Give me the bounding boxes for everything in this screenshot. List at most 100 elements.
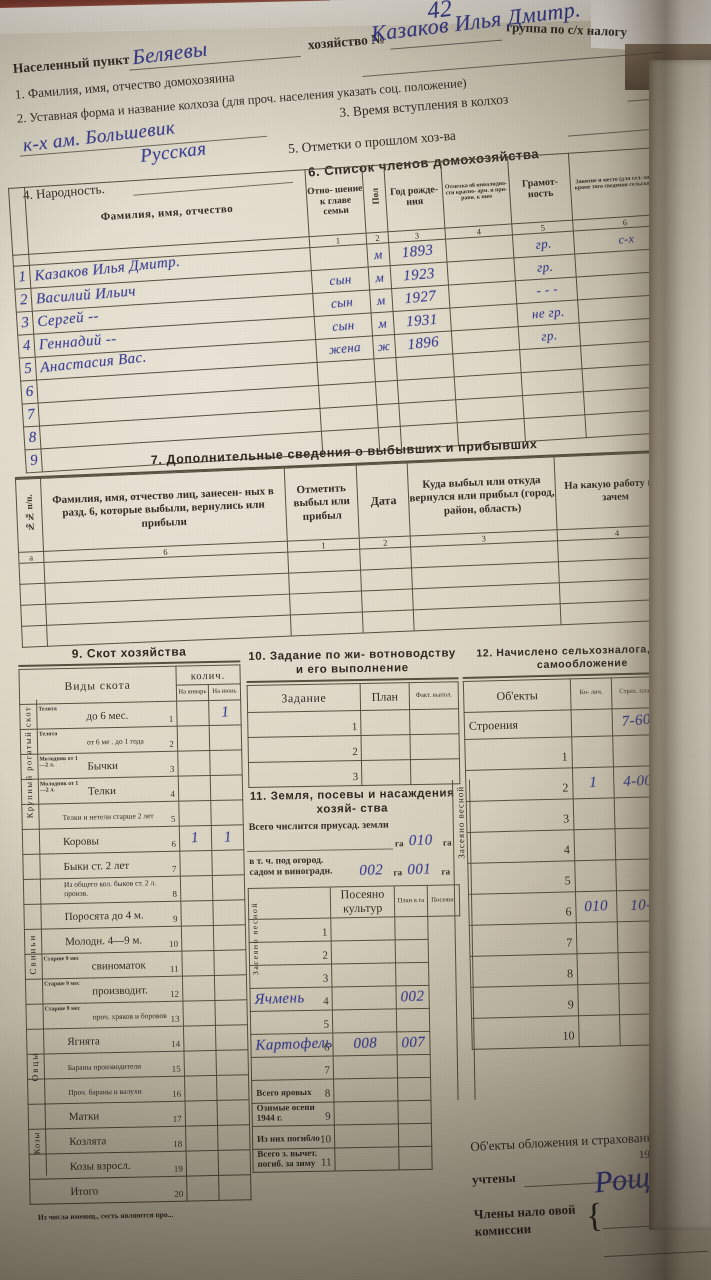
member-birth-year[interactable]: 1931 <box>405 311 439 331</box>
row-number[interactable]: 1 <box>17 268 27 286</box>
s9-col-kinds: Виды скота <box>64 679 131 694</box>
s12-qty-value[interactable]: 010 <box>584 897 609 915</box>
s11-plan-value[interactable]: 008 <box>352 1035 378 1053</box>
row-number[interactable]: 3 <box>20 314 30 332</box>
table-row[interactable]: Озимые осени 1944 г. 9 <box>251 1100 463 1127</box>
table-row[interactable]: 7 <box>251 1054 462 1081</box>
member-relation[interactable]: сын <box>330 293 354 311</box>
s11-crop-name[interactable]: Картофель <box>255 1035 333 1054</box>
member-occupation[interactable]: с-х <box>617 231 635 247</box>
member-birth-year[interactable]: 1927 <box>404 288 438 308</box>
list-item[interactable]: Итого 20 <box>29 1174 252 1205</box>
s12-buildings-pay[interactable]: 7-60 <box>621 711 652 730</box>
member-sex[interactable]: м <box>373 246 384 263</box>
member-birth-year[interactable]: 1893 <box>401 242 435 262</box>
s9-row-label: производит. <box>92 984 148 998</box>
member-relation[interactable]: жена <box>327 338 362 358</box>
member-sex[interactable]: ж <box>377 337 392 355</box>
table-row[interactable]: 4 <box>466 827 665 864</box>
member-name[interactable]: Сергей -- <box>36 308 100 331</box>
table-row[interactable]: 3 <box>248 758 460 788</box>
member-literacy[interactable]: гр. <box>535 235 553 252</box>
s9-subgroup-label <box>41 857 83 858</box>
settlement-value[interactable]: Беляевы <box>130 36 209 70</box>
s12-row-number: 10 <box>562 1027 575 1043</box>
s9-subgroup-label <box>40 807 82 808</box>
col-sex: Пол <box>369 187 381 205</box>
table-row[interactable]: 1 <box>464 734 663 771</box>
row-number[interactable]: 6 <box>24 383 34 401</box>
table-row[interactable]: 9 <box>470 982 669 1018</box>
table-row[interactable]: 8 <box>470 951 668 987</box>
s9-row-number: 17 <box>172 1113 182 1124</box>
s9-value-june[interactable]: 1 <box>220 704 230 721</box>
s9-row-label: Козы взросл. <box>69 1159 131 1174</box>
section10-header-row: Задание План Факт. выпол. <box>247 681 459 713</box>
s9-col-qty: колич. <box>190 670 226 683</box>
s12-qty-value[interactable]: 1 <box>589 774 598 791</box>
col-departed-name: Фамилия, имя, отчество лиц, занесен- ных… <box>51 485 275 530</box>
s11-row-number: 8 <box>324 1087 331 1100</box>
s9-subgroup-label: Старше 9 мес <box>43 955 80 963</box>
s11-row-number: 7 <box>324 1064 331 1077</box>
s11-sown-value[interactable]: 007 <box>401 1034 426 1052</box>
s11-garden-value-2[interactable]: 001 <box>407 861 432 879</box>
member-literacy[interactable]: - - - <box>535 280 559 299</box>
row-number[interactable]: 5 <box>23 360 33 378</box>
s11-crop-name[interactable]: Ячмень <box>254 990 305 1008</box>
table-row[interactable]: 3 <box>466 796 664 833</box>
member-sex[interactable]: м <box>376 292 387 309</box>
table-row[interactable]: Всего яровых 8 <box>251 1077 463 1104</box>
row-number[interactable]: 7 <box>26 406 36 424</box>
s9-value-june[interactable]: 1 <box>222 829 233 846</box>
member-relation[interactable]: сын <box>328 271 353 288</box>
table-row[interactable]: 5 <box>250 1008 461 1035</box>
s12-row-number: 8 <box>566 965 574 981</box>
table-row[interactable]: 2 <box>249 939 460 966</box>
row-number[interactable]: 2 <box>18 291 29 309</box>
section11-title: 11. Земля, посевы и насаждения хозяй- ст… <box>249 787 455 816</box>
table-row[interactable]: 10 <box>471 1013 670 1049</box>
member-literacy[interactable]: гр. <box>536 258 554 275</box>
s9-subgroup-label: Старше 9 мес <box>44 1005 81 1013</box>
table-row[interactable]: Всего з. вычет. погиб. за зиму 11 <box>252 1146 464 1173</box>
row-number[interactable]: 8 <box>27 429 37 447</box>
row-number[interactable]: 4 <box>21 337 32 355</box>
member-birth-year[interactable]: 1896 <box>407 334 441 354</box>
member-literacy[interactable]: гр. <box>540 327 559 344</box>
s10-row-number: 3 <box>352 771 359 784</box>
s9-row-label: Ягнята <box>67 1035 101 1049</box>
member-sex[interactable]: м <box>374 269 385 286</box>
table-row[interactable]: 2 <box>248 733 460 763</box>
s9-row-number: 2 <box>169 738 174 749</box>
s9-subgroup-label <box>46 1057 88 1058</box>
table-row[interactable]: 5 <box>467 858 666 895</box>
s9-value-january[interactable]: 1 <box>190 829 200 847</box>
s9-row-number: 15 <box>171 1063 181 1074</box>
s11-row-number: 11 <box>320 1156 332 1169</box>
member-literacy[interactable]: не гр. <box>531 303 566 322</box>
table-row[interactable]: Картофель 6 008 007 <box>250 1031 462 1058</box>
s11-garden-value-1[interactable]: 002 <box>359 862 384 880</box>
member-name[interactable]: Геннадий -- <box>38 331 118 354</box>
s11-crop-name: Из них погибло <box>257 1132 320 1144</box>
s9-subgroup-label <box>45 1032 87 1033</box>
table-row[interactable]: 1 <box>247 708 459 738</box>
table-row[interactable]: 7 <box>469 920 667 956</box>
table-row[interactable]: 1 <box>248 916 460 943</box>
table-row[interactable]: Ячмень 4 002 <box>249 985 461 1012</box>
s9-subgroup-label <box>47 1132 89 1133</box>
s11-sown-value[interactable]: 002 <box>400 988 425 1006</box>
s11-total-value[interactable]: 010 <box>408 832 433 850</box>
table-row[interactable]: Из них погибло 10 <box>252 1123 463 1150</box>
member-birth-year[interactable]: 1923 <box>402 265 436 285</box>
table-row[interactable]: 6 010 10- <box>468 889 667 925</box>
member-relation[interactable]: сын <box>331 317 355 334</box>
s11-garden-unit-1: га <box>393 867 403 878</box>
s9-row-number: 5 <box>170 813 176 824</box>
member-sex[interactable]: м <box>377 315 388 331</box>
table-row[interactable]: 3 <box>249 962 461 989</box>
table-row[interactable]: 2 1 4-00 <box>465 765 664 802</box>
s12-row-number: 5 <box>564 873 571 888</box>
settlement-label: Населенный пункт <box>12 51 131 76</box>
